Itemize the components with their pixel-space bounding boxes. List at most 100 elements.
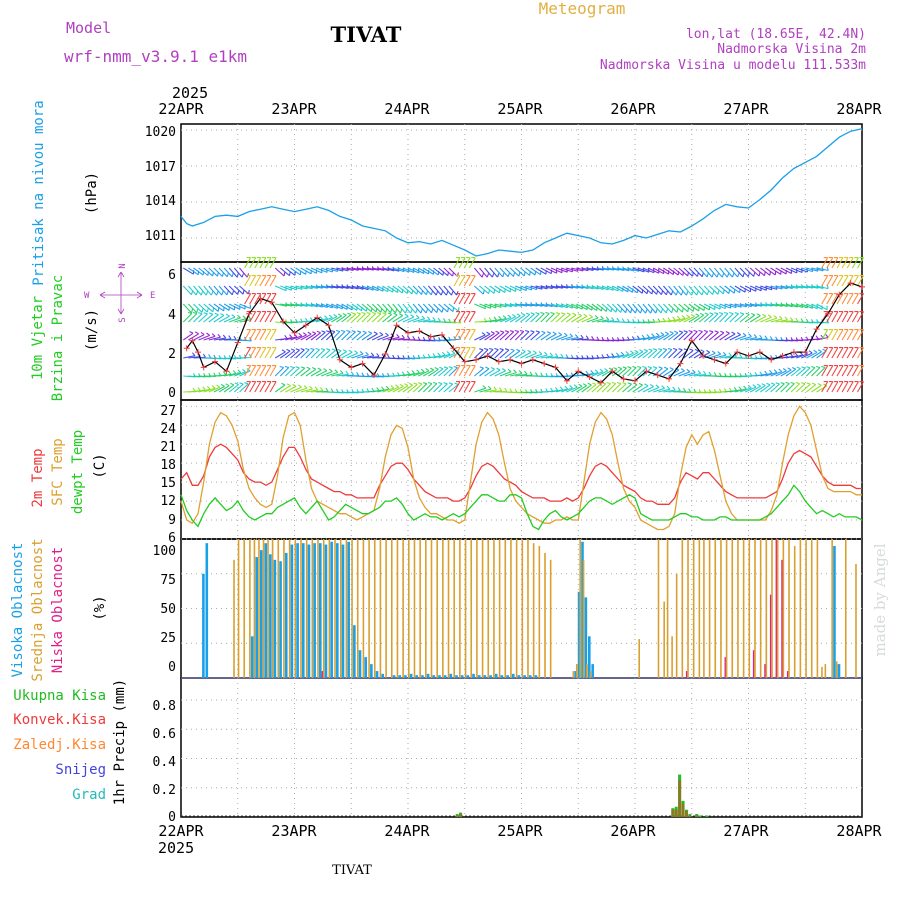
wind-gust-mark [507,356,514,363]
wind-barb [841,275,849,287]
wind-barb [489,387,503,393]
wind-barb [387,303,398,314]
cloud-bar-mid [510,539,512,678]
wind-barb [734,267,745,278]
wind-gust-mark [802,349,809,356]
wind-barb [693,329,703,341]
cloud-bar-high [449,673,453,678]
wind-barb [749,313,761,323]
precip-bar-convective [695,815,699,817]
wind-barb [234,368,246,377]
wind-barb [264,293,272,305]
cloud-bar-mid [283,539,285,678]
wind-barb [269,275,277,287]
wind-barb [274,382,286,393]
wind-barb [213,383,225,393]
cloud-bar-mid [481,539,484,678]
wind-barb [581,382,592,393]
wind-gust-mark [291,329,298,336]
wind-barb [826,257,834,269]
wind-barb [367,353,380,359]
cloud-bar-mid [419,539,421,678]
cloud-bar-mid [390,539,393,678]
wind-barb [468,257,476,269]
wind-barb [392,334,405,341]
wind-barb [509,267,521,277]
wind-barb [693,349,705,359]
wind-barb [228,382,239,393]
cloud-bar-high [833,545,836,678]
wind-barb [846,311,854,323]
wind-barb [371,303,383,313]
wind-barb [438,366,449,377]
wind-barb [642,383,654,393]
wind-barb [208,267,219,277]
cloud-bar-mid [425,539,427,678]
wind-barb [678,285,689,296]
wind-barb [433,366,444,377]
wind-barb [295,366,306,377]
wind-barb [652,332,665,341]
wind-barb [463,275,471,287]
cloud-bar-mid [805,539,807,678]
cloud-bar-high [506,675,509,678]
wind-barb [280,334,293,341]
wind-barb [254,381,262,393]
wind-barb [504,267,516,277]
wind-gust-mark [280,318,287,325]
cloud-bar-mid [816,539,819,678]
wind-gust-mark [745,352,752,359]
cloud-bar-mid [447,539,450,678]
wind-barb [627,382,638,393]
wind-barb [300,385,313,393]
wind-barb [561,333,574,341]
wind-barb [407,314,420,323]
wind-barb [775,316,788,323]
wind-barb [857,365,864,377]
wind-barb [663,303,674,314]
wind-barb [326,369,339,377]
wind-barb [295,385,308,393]
wind-barb [851,311,859,323]
wind-barb [494,348,504,359]
wind-barb [463,257,471,269]
cloud-bar-mid [436,539,438,678]
wind-gust-mark [722,360,729,367]
cloud-bar-mid [253,539,256,678]
wind-barb [463,293,471,305]
bottom-date-label: 23APR [271,822,317,840]
wind-barb [198,303,209,313]
wind-barb [760,382,771,393]
wind-barb [581,314,593,323]
wind-gust-mark [223,368,230,375]
wind-barb [326,313,338,323]
wind-barb [683,313,695,323]
wind-barb [509,348,521,359]
wind-barb [499,348,510,359]
cloud-bar-mid [305,539,308,678]
cloud-bar-high [591,664,594,678]
wind-barb [489,367,501,377]
wind-barb [785,381,795,393]
temp-tick-label: 15 [160,476,176,491]
wind-barb [509,329,520,341]
wind-barb [857,257,864,269]
wind-barb [652,285,664,295]
wind-tick-label: 0 [168,386,176,401]
wind-barb [182,311,193,323]
wind-barb [602,317,615,323]
wind-barb [494,267,505,278]
cloud-bar-high [269,554,272,678]
wind-barb [714,311,724,323]
wind-barb [254,347,262,359]
wind-barb [269,257,277,269]
wind-barb [223,314,236,323]
wind-barb [841,365,849,377]
wind-barb [504,348,515,359]
wind-tick-label: 4 [168,308,176,323]
wind-barb [280,383,291,393]
wind-barb [254,257,262,269]
wind-barb [499,314,512,323]
precip-ylabel: 1hr Precip (mm) [112,679,128,805]
wind-barb [571,313,582,323]
